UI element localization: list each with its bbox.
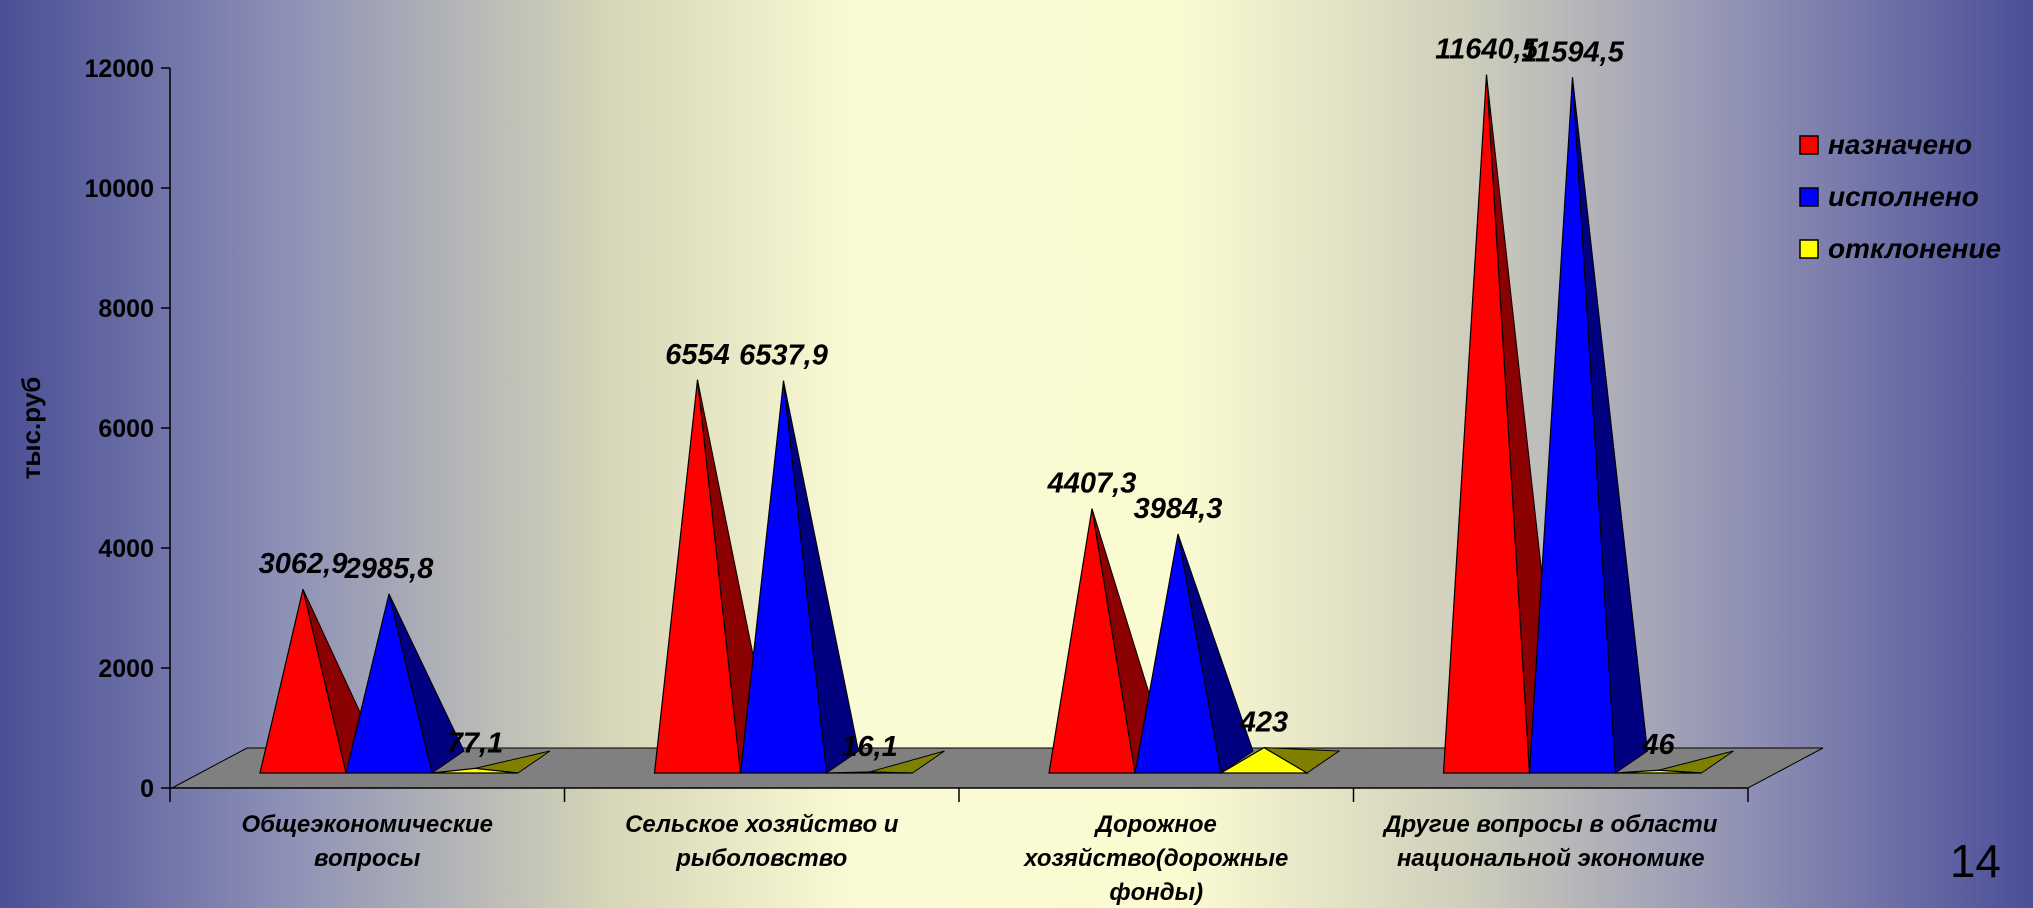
data-label: 11594,5 [1521,36,1625,68]
legend-label: отклонение [1828,233,2001,264]
data-label: 16,1 [841,731,897,763]
y-tick-label: 12000 [84,55,154,83]
legend-swatch [1799,187,1819,207]
y-tick-label: 4000 [98,535,154,563]
y-tick-label: 2000 [98,655,154,683]
pyramid-bar [739,380,828,774]
legend-label: исполнено [1828,181,1979,212]
data-label: 423 [1239,707,1288,739]
data-label: 6554 [665,339,730,371]
pyramid-bar [1134,533,1222,774]
pyramid-bar [826,771,913,774]
data-label: 4407,3 [1047,468,1137,500]
pyramid-bar [653,379,742,774]
y-tick-label: 10000 [84,175,154,203]
pyramid-bar [431,767,519,774]
pyramid-bar [1528,77,1617,774]
pyramid-bar [1218,746,1310,774]
y-axis-title: тыс.руб [16,377,46,480]
legend-label: назначено [1828,129,1972,160]
y-tick-label: 6000 [98,415,154,443]
category-label: рыболовство [675,845,847,872]
data-label: 3984,3 [1134,493,1223,525]
category-label: Другие вопросы в области [1382,811,1718,838]
pyramid-bar [1048,508,1136,774]
y-tick-label: 8000 [98,295,154,323]
category-label: Дорожное [1094,811,1217,838]
legend-swatch [1799,239,1819,259]
page-number: 14 [1949,835,2001,887]
y-tick-label: 0 [140,775,154,803]
pyramid-bar [1615,769,1702,774]
category-label: фонды) [1109,879,1203,906]
legend-swatch [1799,135,1819,155]
category-label: хозяйство(дорожные [1022,845,1288,872]
pyramid-bar [259,589,347,774]
category-label: национальной экономике [1397,845,1705,872]
data-label: 11640,5 [1435,34,1539,66]
data-label: 6537,9 [739,340,828,372]
category-label: Общеэкономические [241,811,493,838]
pyramid-bar [345,593,433,774]
data-label: 3062,9 [259,548,348,580]
data-label: 2985,8 [344,553,435,585]
category-label: Сельское хозяйство и [625,811,899,838]
pyramid-bar [1442,74,1531,774]
data-label: 77,1 [447,727,503,759]
data-label: 46 [1641,729,1675,761]
category-label: вопросы [314,845,421,872]
